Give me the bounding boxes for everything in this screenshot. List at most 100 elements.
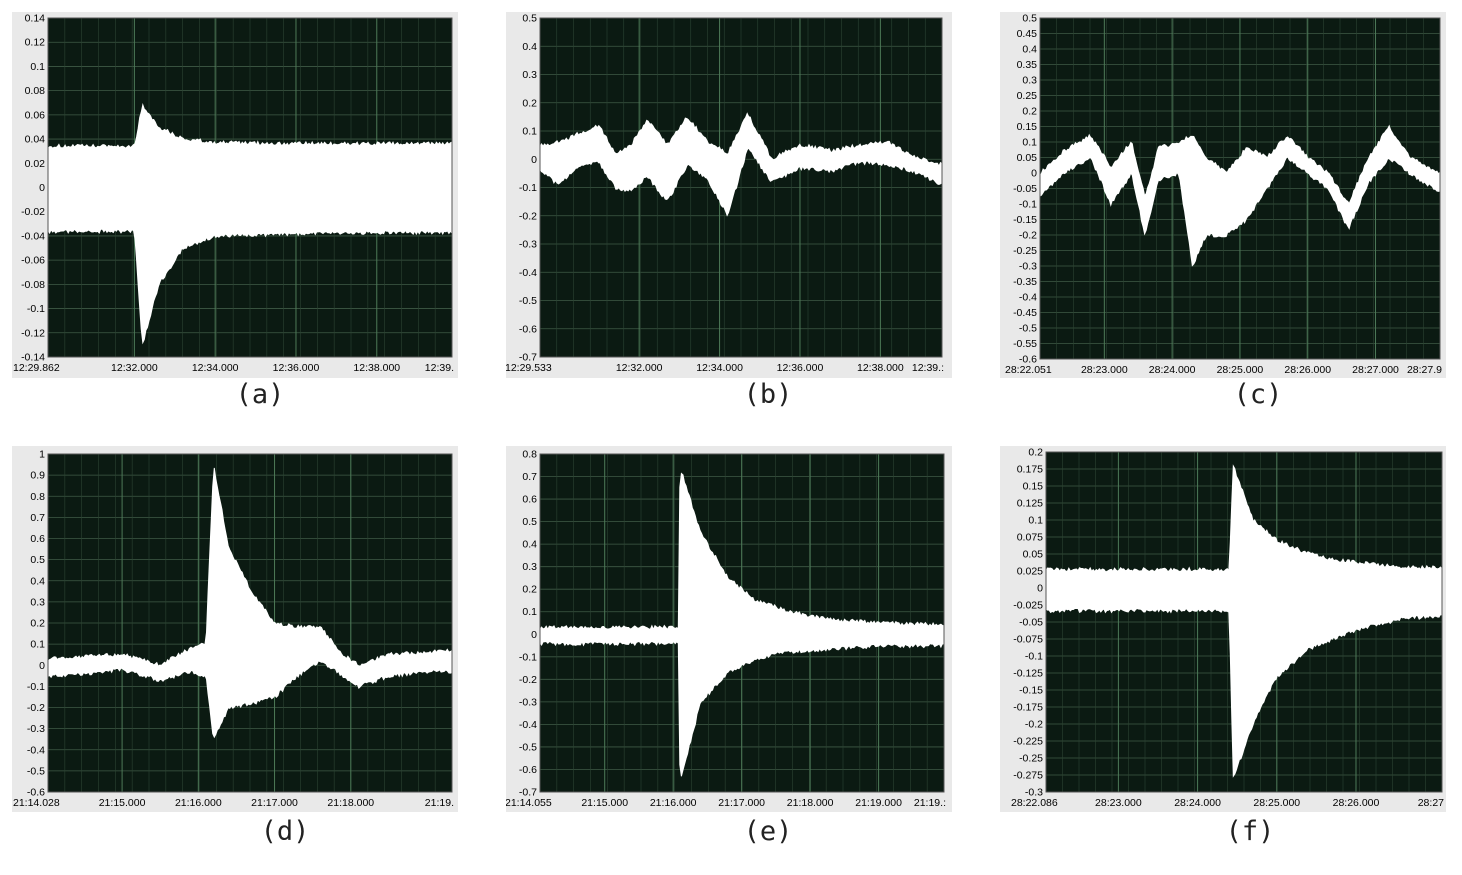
y-tick-label: 0	[531, 629, 537, 641]
y-tick-label: 0.5	[522, 13, 537, 25]
plot-frame	[1039, 17, 1441, 360]
y-tick-label: -0.5	[519, 295, 537, 307]
x-tick-label: 12:32.000	[111, 362, 158, 374]
y-tick-label: -0.1	[519, 651, 537, 663]
y-tick-label: -0.2	[1025, 719, 1043, 731]
y-tick-label: -0.3	[519, 696, 537, 708]
x-tick-label: 21:16.000	[650, 797, 697, 809]
y-tick-label: -0.4	[1019, 292, 1037, 304]
y-tick-label: -0.35	[1013, 276, 1037, 288]
y-tick-label: 0.06	[25, 109, 46, 121]
y-tick-label: -0.02	[21, 206, 45, 218]
y-tick-label: -0.3	[519, 239, 537, 251]
y-tick-label: 0.7	[522, 471, 537, 483]
x-tick-label: 21:17.000	[251, 797, 298, 809]
x-tick-label: 21:15.000	[581, 797, 628, 809]
x-tick-label: 12:38.000	[857, 362, 904, 374]
y-tick-label: -0.25	[1013, 245, 1037, 257]
y-tick-label: -0.5	[519, 741, 537, 753]
y-tick-label: -0.1	[1019, 199, 1037, 211]
y-tick-label: 0.5	[30, 554, 45, 566]
x-tick-label: 28:25.000	[1217, 364, 1264, 376]
y-tick-label: -0.7	[519, 352, 537, 364]
y-tick-label: 0.4	[522, 539, 537, 551]
y-tick-label: -0.175	[1013, 702, 1043, 714]
x-tick-label: 12:38.000	[353, 362, 400, 374]
y-tick-label: -0.2	[519, 674, 537, 686]
y-tick-label: 0.2	[30, 618, 45, 630]
x-tick-label: 21:15.000	[99, 797, 146, 809]
chart-svg-2: 0.5 0.4 0.3 0.2 0.1 0 -0.1 -0.2 -0.3 -0.4 -0.5 -0.6…	[506, 13, 944, 375]
y-tick-label: -0.06	[21, 255, 45, 267]
y-tick-label: 0.1	[1022, 137, 1037, 149]
y-tick-label: -0.2	[27, 702, 45, 714]
chart-caption-6: (f)	[1225, 816, 1275, 847]
x-tick-label: 28:25.000	[1253, 797, 1300, 809]
y-tick-label: 0.12	[25, 37, 46, 49]
y-tick-label: 0	[1031, 168, 1037, 180]
y-tick-label: 0.8	[522, 449, 537, 461]
x-tick-label: 21:19.000	[855, 797, 902, 809]
x-tick-label: 28:24.000	[1149, 364, 1196, 376]
plot-frame	[539, 17, 943, 358]
x-tick-label: 12:29.533	[506, 362, 552, 374]
y-tick-label: 0.05	[1017, 152, 1038, 164]
y-tick-label: 0.3	[522, 69, 537, 81]
y-tick-label: -0.05	[1013, 183, 1037, 195]
y-tick-label: 0	[39, 660, 45, 672]
x-tick-label: 28:27	[1418, 797, 1444, 809]
chart-caption-3: (c)	[1233, 379, 1283, 410]
x-tick-label: 28:27.000	[1352, 364, 1399, 376]
chart-svg-3: 0.5 0.45 0.4 0.35 0.3 0.25 0.2 0.15 0.1 0.05 0 -0.0…	[1005, 13, 1442, 377]
x-tick-label: 21:18.000	[787, 797, 834, 809]
y-tick-label: 0.9	[30, 470, 45, 482]
x-tick-label: 28:24.000	[1174, 797, 1221, 809]
y-tick-label: -0.5	[1019, 323, 1037, 335]
x-tick-label: 12:29.862	[13, 362, 60, 374]
y-tick-label: 0.3	[30, 596, 45, 608]
y-tick-label: -0.1	[27, 681, 45, 693]
chart-svg-4: 1 0.9 0.8 0.7 0.6 0.5 0.4 0.3 0.2 0.1 0 -0.1 -0.2 -0.…	[13, 449, 454, 810]
plot-frame	[539, 453, 945, 793]
y-tick-label: -0.6	[519, 323, 537, 335]
y-tick-label: -0.3	[1019, 261, 1037, 273]
y-tick-label: 0.45	[1017, 28, 1038, 40]
y-tick-label: 0.05	[1023, 549, 1044, 561]
chart-caption-2: (b)	[743, 379, 793, 410]
y-tick-label: 0.15	[1023, 481, 1044, 493]
y-tick-label: -0.1	[1025, 651, 1043, 663]
y-tick-label: 0.6	[30, 533, 45, 545]
y-tick-label: -0.45	[1013, 307, 1037, 319]
y-tick-label: -0.4	[519, 267, 537, 279]
y-tick-label: -0.025	[1013, 600, 1043, 612]
plot-frame	[47, 17, 453, 358]
y-tick-label: 0.35	[1017, 59, 1038, 71]
y-tick-label: 0.08	[25, 85, 46, 97]
x-tick-label: 21:14.028	[13, 797, 60, 809]
y-tick-label: -0.4	[27, 744, 45, 756]
x-tick-label: 28:22.051	[1005, 364, 1052, 376]
y-tick-label: 0.1	[522, 606, 537, 618]
y-tick-label: -0.15	[1019, 685, 1043, 697]
x-tick-label: 12:39.:	[912, 362, 944, 374]
chart-panel-6: 0.2 0.175 0.15 0.125 0.1 0.075 0.05 0.025 0 -0.02…	[1000, 446, 1446, 812]
y-tick-label: 0.3	[1022, 75, 1037, 87]
y-tick-label: 0.02	[25, 158, 46, 170]
chart-svg-6: 0.2 0.175 0.15 0.125 0.1 0.075 0.05 0.025 0 -0.02…	[1011, 447, 1444, 810]
y-tick-label: -0.05	[1019, 617, 1043, 629]
y-tick-label: 0.1	[1028, 515, 1043, 527]
y-tick-label: 0.4	[522, 41, 537, 53]
x-tick-label: 12:36.000	[777, 362, 824, 374]
x-tick-label: 12:34.000	[696, 362, 743, 374]
x-tick-label: 12:36.000	[273, 362, 320, 374]
y-tick-label: 0	[1037, 583, 1043, 595]
y-tick-label: -0.2	[1019, 230, 1037, 242]
y-tick-label: 0.1	[30, 61, 45, 73]
y-tick-label: 0.1	[30, 639, 45, 651]
y-tick-label: -0.04	[21, 230, 45, 242]
plot-frame	[47, 453, 453, 793]
x-tick-label: 21:19.:	[914, 797, 946, 809]
y-tick-label: 0	[531, 154, 537, 166]
chart-panel-1: 0.14 0.12 0.1 0.08 0.06 0.04 0.02 0 -0.02 -0.04 -0…	[12, 12, 458, 378]
y-tick-label: -0.1	[519, 182, 537, 194]
